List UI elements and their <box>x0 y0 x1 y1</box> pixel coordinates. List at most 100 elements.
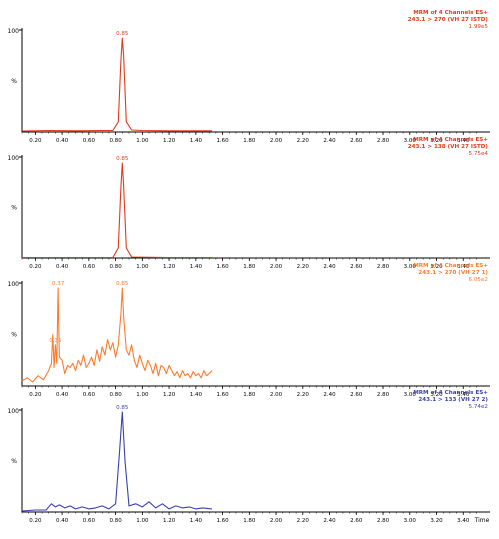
trace-header-line: 243.1 > 270 (VH 27 1) <box>418 270 488 276</box>
x-tick-label: 3.40 <box>457 264 470 270</box>
x-tick-label: 1.60 <box>216 518 229 524</box>
x-tick-label: 0.40 <box>56 518 69 524</box>
peak-label: 0.35 <box>49 338 62 344</box>
x-tick-label: 1.80 <box>243 518 256 524</box>
x-tick-label: 2.00 <box>270 138 283 144</box>
x-tick-label: 2.80 <box>377 518 390 524</box>
y-tick-label-top: 100 <box>8 28 20 35</box>
y-tick-label-top: 100 <box>8 155 20 162</box>
x-tick-label: 2.40 <box>323 392 336 398</box>
chromatogram-trace <box>21 287 213 383</box>
y-axis-unit-label: % <box>11 458 17 465</box>
chromatogram-trace <box>22 162 212 259</box>
x-tick-label: 0.20 <box>29 392 42 398</box>
x-tick-label: 0.60 <box>83 138 96 144</box>
x-tick-label: 2.00 <box>270 264 283 270</box>
peak-label: 0.85 <box>116 31 129 37</box>
x-tick-label: 1.40 <box>190 138 203 144</box>
x-tick-label: 1.00 <box>136 392 149 398</box>
trace-header-line: MRM of 4 Channels ES+ <box>413 10 488 16</box>
x-tick-label: 2.20 <box>297 264 310 270</box>
x-tick-label: 2.60 <box>350 264 363 270</box>
x-tick-label: 2.60 <box>350 392 363 398</box>
x-tick-label: 0.20 <box>29 264 42 270</box>
x-tick-label: 3.00 <box>404 264 417 270</box>
x-tick-label: 0.40 <box>56 138 69 144</box>
x-tick-label: 2.20 <box>297 518 310 524</box>
y-tick-label-top: 100 <box>8 281 20 288</box>
x-tick-label: 3.00 <box>404 392 417 398</box>
trace-header-line: 5.75e4 <box>469 151 489 157</box>
x-tick-label: 2.40 <box>323 264 336 270</box>
x-tick-label: 2.00 <box>270 518 283 524</box>
x-tick-label: 1.80 <box>243 138 256 144</box>
x-tick-label: 0.60 <box>83 518 96 524</box>
x-tick-label: 0.80 <box>109 518 122 524</box>
x-tick-label: 0.20 <box>29 138 42 144</box>
y-axis-unit-label: % <box>11 205 17 212</box>
trace-header-line: MRM of 4 Channels ES+ <box>413 137 488 143</box>
x-tick-label: 1.20 <box>163 518 176 524</box>
x-tick-label: 3.20 <box>430 518 443 524</box>
x-tick-label: 2.60 <box>350 138 363 144</box>
x-tick-label: 1.60 <box>216 264 229 270</box>
x-tick-label: 1.40 <box>190 518 203 524</box>
x-tick-label: 1.80 <box>243 392 256 398</box>
x-tick-label: 2.20 <box>297 138 310 144</box>
trace-header-line: 6.05e2 <box>469 277 488 283</box>
x-tick-label: 3.40 <box>457 518 470 524</box>
x-tick-label: 0.80 <box>109 392 122 398</box>
peak-label: 0.85 <box>116 281 129 287</box>
trace-header-line: MRM of 4 Channels ES+ <box>413 390 488 396</box>
x-tick-label: 0.80 <box>109 264 122 270</box>
x-tick-label: 3.40 <box>457 392 470 398</box>
x-tick-label: 1.20 <box>163 264 176 270</box>
x-tick-label: 2.00 <box>270 392 283 398</box>
trace-header-line: 5.74e2 <box>469 404 488 410</box>
x-tick-label: 1.40 <box>190 392 203 398</box>
chromatogram-trace <box>21 411 212 512</box>
x-tick-label: 2.60 <box>350 518 363 524</box>
x-tick-label: 1.20 <box>163 138 176 144</box>
x-tick-label: 3.40 <box>457 138 470 144</box>
chromatogram-trace <box>21 37 212 132</box>
y-axis-unit-label: % <box>11 332 17 339</box>
peak-label: 0.85 <box>116 156 129 162</box>
x-tick-label: 3.00 <box>404 518 417 524</box>
x-tick-label: 1.20 <box>163 392 176 398</box>
x-tick-label: 0.60 <box>83 392 96 398</box>
x-tick-label: 1.00 <box>136 138 149 144</box>
x-tick-label: 2.40 <box>323 518 336 524</box>
trace-header-line: 243.1 > 133 (VH 27 2) <box>418 397 488 403</box>
x-tick-label: 0.60 <box>83 264 96 270</box>
x-tick-label: 1.60 <box>216 392 229 398</box>
x-tick-label: 1.00 <box>136 264 149 270</box>
x-tick-label: 1.60 <box>216 138 229 144</box>
x-tick-label: 1.80 <box>243 264 256 270</box>
x-tick-label: 2.80 <box>377 392 390 398</box>
x-axis-title: Time <box>474 517 490 524</box>
x-tick-label: 2.40 <box>323 138 336 144</box>
trace-header-line: 243.1 > 138 (VH 27 ISTD) <box>408 144 489 150</box>
x-tick-label: 1.40 <box>190 264 203 270</box>
x-tick-label: 2.20 <box>297 392 310 398</box>
x-tick-label: 0.40 <box>56 264 69 270</box>
x-tick-label: 2.80 <box>377 138 390 144</box>
x-tick-label: 0.80 <box>109 138 122 144</box>
trace-header-line: 1.99e5 <box>469 24 489 30</box>
y-tick-label-top: 100 <box>8 408 20 415</box>
x-tick-label: 3.20 <box>430 138 443 144</box>
peak-label: 0.85 <box>116 405 129 411</box>
x-tick-label: 3.20 <box>430 264 443 270</box>
x-tick-label: 3.20 <box>430 392 443 398</box>
x-tick-label: 3.00 <box>404 138 417 144</box>
x-tick-label: 0.40 <box>56 392 69 398</box>
peak-label: 0.37 <box>52 281 65 287</box>
trace-header-line: 243.1 > 270 (VH 27 ISTD) <box>408 17 489 23</box>
x-tick-label: 2.80 <box>377 264 390 270</box>
trace-header-line: MRM of 4 Channels ES+ <box>413 263 488 269</box>
x-tick-label: 1.00 <box>136 518 149 524</box>
x-tick-label: 0.20 <box>29 518 42 524</box>
y-axis-unit-label: % <box>11 78 17 85</box>
